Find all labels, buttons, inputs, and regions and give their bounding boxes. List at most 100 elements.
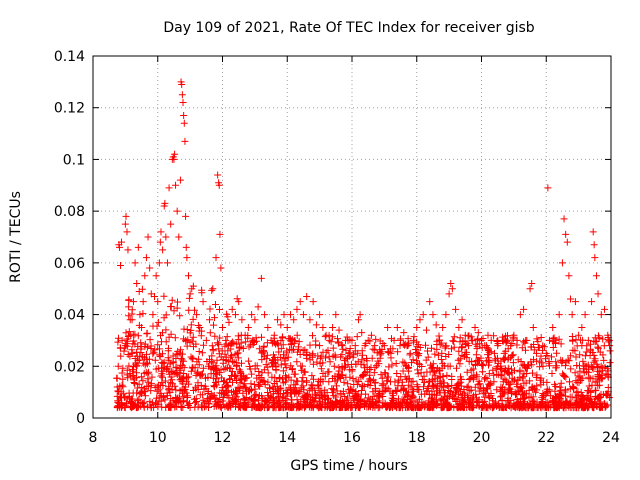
x-axis-label: GPS time / hours <box>290 458 407 474</box>
data-point <box>118 336 126 344</box>
data-point <box>172 181 180 189</box>
data-point <box>290 316 298 324</box>
data-point <box>601 305 609 313</box>
data-point <box>536 357 544 365</box>
data-point <box>397 336 405 344</box>
data-point <box>568 311 576 319</box>
data-point <box>555 311 563 319</box>
data-point <box>367 331 375 339</box>
data-point <box>117 261 125 269</box>
data-point <box>384 324 392 331</box>
data-point <box>426 298 434 306</box>
data-point <box>419 311 427 319</box>
data-point <box>225 318 233 326</box>
x-tick-label: 12 <box>214 430 232 446</box>
data-point <box>562 230 570 238</box>
data-point <box>604 331 612 339</box>
data-point <box>186 290 194 298</box>
data-point <box>117 238 125 246</box>
x-tick-label: 8 <box>89 430 98 446</box>
data-point <box>558 259 566 267</box>
data-point <box>542 349 550 357</box>
data-point <box>484 331 492 339</box>
data-point <box>222 336 230 344</box>
data-point <box>196 324 204 331</box>
data-point <box>465 342 473 350</box>
data-point <box>185 272 193 280</box>
data-point <box>490 349 498 357</box>
data-point <box>241 331 249 339</box>
data-point <box>565 272 573 280</box>
data-point <box>364 336 372 344</box>
data-point <box>175 233 183 241</box>
data-point <box>131 259 139 267</box>
data-point <box>144 233 152 241</box>
data-point <box>170 155 178 163</box>
data-point <box>452 305 460 313</box>
background-scatter <box>113 285 614 412</box>
data-point <box>251 316 259 324</box>
data-point <box>374 357 382 365</box>
data-point <box>589 228 597 236</box>
y-tick-label: 0.12 <box>54 101 85 117</box>
x-tick-label: 10 <box>149 430 167 446</box>
data-point <box>125 303 133 311</box>
data-point <box>590 241 598 249</box>
data-point <box>159 246 167 254</box>
data-point <box>533 349 541 357</box>
x-tick-label: 18 <box>408 430 426 446</box>
data-point <box>416 316 424 324</box>
data-point <box>264 324 272 331</box>
data-point <box>325 336 333 344</box>
data-point <box>529 324 537 331</box>
data-point <box>286 311 294 319</box>
data-point <box>267 336 275 344</box>
data-point <box>171 150 179 158</box>
data-point <box>293 305 301 313</box>
data-point <box>149 311 157 319</box>
data-point <box>176 176 184 184</box>
data-point <box>345 349 353 357</box>
data-point <box>116 243 124 251</box>
data-point <box>155 259 163 267</box>
data-point <box>217 264 225 272</box>
data-point <box>254 303 262 311</box>
data-point <box>571 298 579 306</box>
y-tick-label: 0.06 <box>54 256 85 272</box>
chart-title: Day 109 of 2021, Rate Of TEC Index for r… <box>163 20 534 36</box>
data-point <box>371 342 379 350</box>
data-point <box>478 336 485 344</box>
data-point <box>231 311 239 319</box>
data-point <box>126 316 134 324</box>
data-point <box>510 331 518 339</box>
data-point <box>322 331 330 339</box>
data-point <box>124 246 132 254</box>
data-point <box>119 375 127 383</box>
data-point <box>461 331 469 339</box>
data-point <box>335 326 343 334</box>
data-point <box>248 311 256 319</box>
data-point <box>597 311 605 319</box>
data-point <box>329 324 337 331</box>
data-point <box>400 329 408 337</box>
data-point <box>309 298 317 306</box>
data-point <box>216 230 224 238</box>
data-point <box>448 285 456 293</box>
data-point <box>161 199 169 207</box>
x-tick-label: 20 <box>473 430 491 446</box>
data-point <box>447 280 455 288</box>
data-point <box>544 184 552 192</box>
data-point <box>157 228 165 236</box>
data-point <box>182 212 190 220</box>
data-point <box>552 336 560 344</box>
data-point <box>516 311 524 319</box>
data-point <box>299 311 307 319</box>
data-point <box>549 324 557 331</box>
data-point <box>319 324 327 331</box>
data-point <box>212 254 220 262</box>
data-point <box>474 329 482 337</box>
data-point <box>283 324 291 331</box>
data-point <box>390 336 398 344</box>
data-point <box>594 290 602 298</box>
data-point <box>338 342 346 350</box>
